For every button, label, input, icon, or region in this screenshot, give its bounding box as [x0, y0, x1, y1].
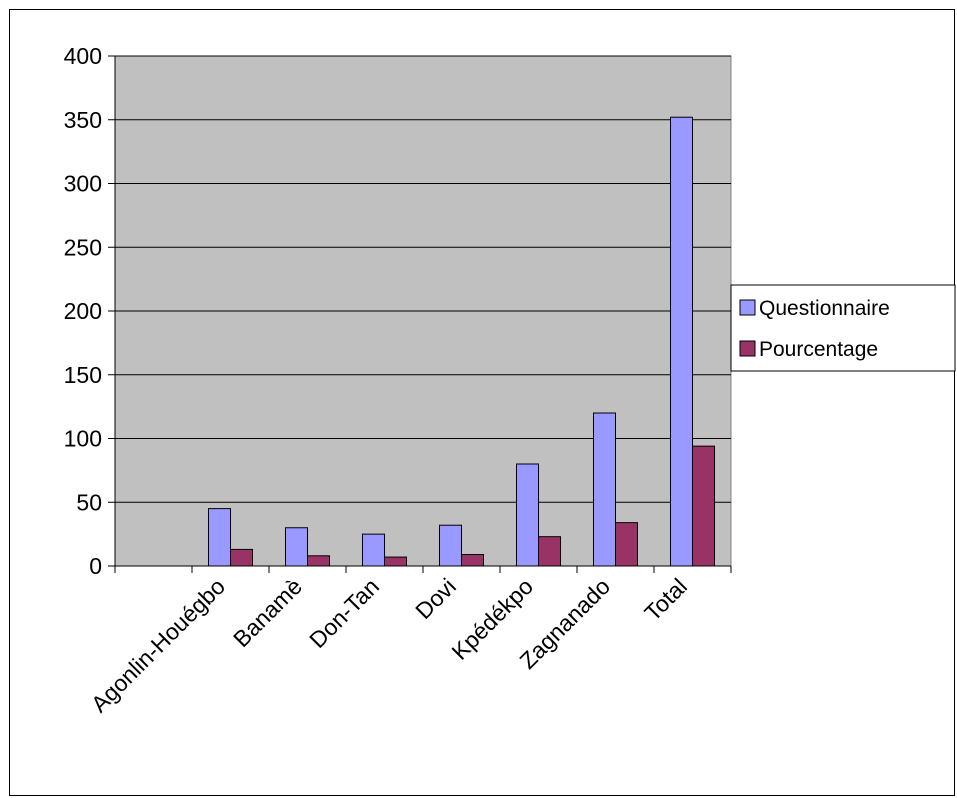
x-category-label: Banamè: [228, 573, 307, 652]
y-tick-labels: 0 50 100 150 200 250 300 350 400: [64, 43, 102, 579]
y-tick-label: 350: [64, 107, 102, 133]
y-tick-label: 250: [64, 234, 102, 260]
legend-box: [730, 284, 956, 372]
x-category-label: Dovi: [410, 573, 461, 624]
legend-label: Questionnaire: [759, 297, 890, 320]
bar-pourcentage: [230, 548, 253, 567]
y-tick-label: 400: [64, 43, 102, 69]
x-category-label: Total: [639, 573, 692, 626]
bar-questionnaire: [439, 524, 462, 567]
legend-label: Pourcentage: [759, 338, 878, 361]
bar-pourcentage: [615, 522, 638, 567]
y-tick-label: 200: [64, 298, 102, 324]
bars: [208, 116, 715, 567]
bar-pourcentage: [461, 554, 484, 567]
y-tick-label: 300: [64, 171, 102, 197]
bar-questionnaire: [670, 116, 693, 567]
bar-pourcentage: [692, 445, 715, 567]
bar-pourcentage: [384, 556, 407, 567]
x-category-label: Don-Tan: [304, 573, 384, 653]
y-tick-label: 150: [64, 362, 102, 388]
y-tick-label: 0: [89, 553, 102, 579]
bar-questionnaire: [362, 533, 385, 567]
axes: [108, 55, 732, 573]
y-tick-label: 100: [64, 426, 102, 452]
legend: Questionnaire Pourcentage: [730, 284, 956, 372]
bar-pourcentage: [538, 536, 561, 567]
x-category-label: Agonlin-Houégbo: [86, 573, 230, 717]
bar-pourcentage: [307, 555, 330, 567]
bar-questionnaire: [516, 463, 539, 567]
bar-questionnaire: [285, 527, 308, 567]
bar-questionnaire: [208, 508, 231, 567]
legend-swatch: [739, 299, 756, 316]
gridlines: [115, 55, 731, 503]
bar-questionnaire: [593, 412, 616, 567]
legend-swatch: [739, 340, 756, 357]
y-tick-label: 50: [76, 489, 102, 515]
